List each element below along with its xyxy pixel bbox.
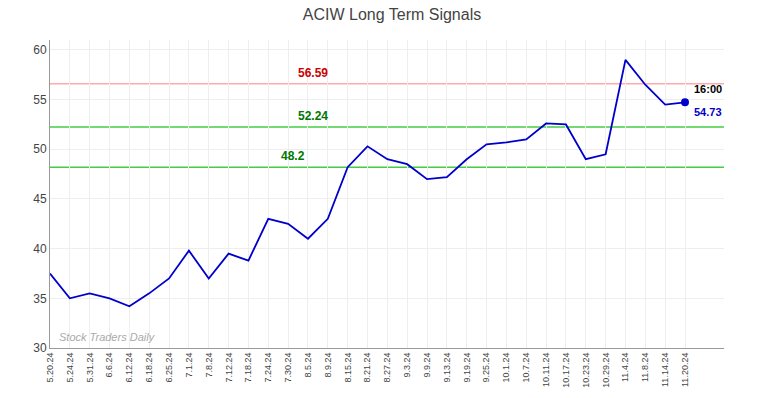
svg-text:8.5.24: 8.5.24 bbox=[303, 353, 313, 378]
svg-text:35: 35 bbox=[33, 292, 47, 306]
svg-text:48.2: 48.2 bbox=[281, 149, 305, 163]
svg-text:40: 40 bbox=[33, 242, 47, 256]
svg-text:55: 55 bbox=[33, 93, 47, 107]
svg-text:45: 45 bbox=[33, 192, 47, 206]
svg-text:56.59: 56.59 bbox=[298, 66, 328, 80]
svg-text:6.18.24: 6.18.24 bbox=[144, 353, 154, 383]
svg-text:7.30.24: 7.30.24 bbox=[283, 353, 293, 383]
svg-text:10.7.24: 10.7.24 bbox=[521, 353, 531, 383]
svg-text:ACIW Long Term Signals: ACIW Long Term Signals bbox=[303, 6, 481, 23]
svg-text:7.24.24: 7.24.24 bbox=[263, 353, 273, 383]
svg-text:50: 50 bbox=[33, 142, 47, 156]
svg-text:9.25.24: 9.25.24 bbox=[481, 353, 491, 383]
svg-text:7.12.24: 7.12.24 bbox=[224, 353, 234, 383]
svg-text:10.23.24: 10.23.24 bbox=[581, 353, 591, 388]
svg-text:7.1.24: 7.1.24 bbox=[184, 353, 194, 378]
svg-text:8.15.24: 8.15.24 bbox=[343, 353, 353, 383]
svg-text:52.24: 52.24 bbox=[298, 109, 328, 123]
svg-text:10.11.24: 10.11.24 bbox=[541, 353, 551, 387]
svg-text:30: 30 bbox=[33, 341, 47, 355]
svg-text:16:00: 16:00 bbox=[694, 83, 722, 95]
svg-text:9.13.24: 9.13.24 bbox=[442, 353, 452, 383]
svg-text:6.25.24: 6.25.24 bbox=[164, 353, 174, 383]
svg-text:10.29.24: 10.29.24 bbox=[601, 353, 611, 388]
svg-text:60: 60 bbox=[33, 43, 47, 57]
svg-text:7.18.24: 7.18.24 bbox=[243, 353, 253, 383]
svg-text:11.20.24: 11.20.24 bbox=[680, 353, 690, 387]
svg-text:10.1.24: 10.1.24 bbox=[501, 353, 511, 383]
svg-text:11.14.24: 11.14.24 bbox=[660, 353, 670, 387]
svg-text:5.24.24: 5.24.24 bbox=[65, 353, 75, 383]
svg-text:9.9.24: 9.9.24 bbox=[422, 353, 432, 378]
svg-text:10.17.24: 10.17.24 bbox=[561, 353, 571, 388]
svg-text:5.31.24: 5.31.24 bbox=[85, 353, 95, 383]
svg-text:Stock Traders Daily: Stock Traders Daily bbox=[59, 331, 156, 343]
svg-text:6.6.24: 6.6.24 bbox=[104, 353, 114, 378]
svg-text:7.8.24: 7.8.24 bbox=[204, 353, 214, 378]
svg-text:9.3.24: 9.3.24 bbox=[402, 353, 412, 378]
svg-text:9.19.24: 9.19.24 bbox=[462, 353, 472, 383]
svg-text:54.73: 54.73 bbox=[694, 106, 722, 118]
svg-text:11.8.24: 11.8.24 bbox=[640, 353, 650, 382]
svg-text:8.21.24: 8.21.24 bbox=[362, 353, 372, 383]
svg-text:11.4.24: 11.4.24 bbox=[620, 353, 630, 382]
svg-text:8.9.24: 8.9.24 bbox=[323, 353, 333, 378]
svg-text:8.27.24: 8.27.24 bbox=[382, 353, 392, 383]
svg-text:5.20.24: 5.20.24 bbox=[45, 353, 55, 383]
svg-text:6.12.24: 6.12.24 bbox=[124, 353, 134, 383]
